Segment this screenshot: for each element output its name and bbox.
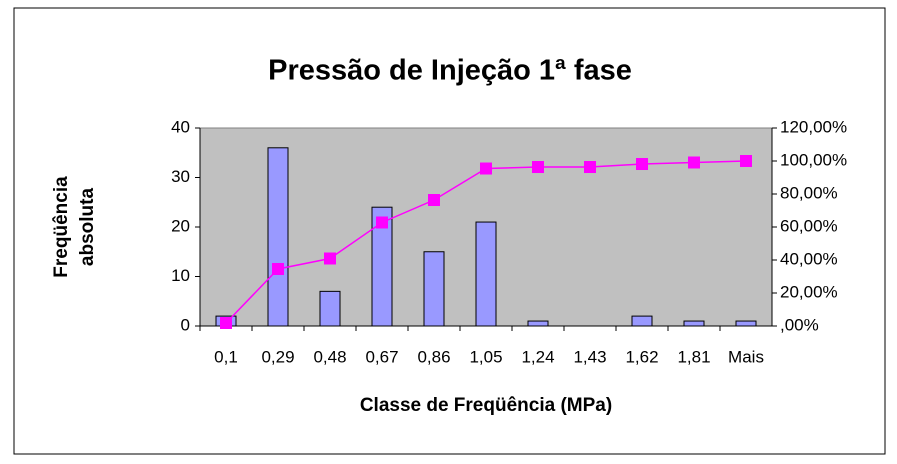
- bar: [631, 315, 653, 327]
- bar: [527, 320, 549, 327]
- marker: [740, 155, 752, 167]
- y-tick-label: 10: [171, 266, 190, 285]
- x-tick-label: 0,48: [313, 347, 346, 366]
- y-axis-title-line: absoluta: [77, 188, 98, 267]
- bar: [475, 221, 497, 327]
- x-tick-label: 0,67: [365, 347, 398, 366]
- x-tick-label: Mais: [728, 347, 764, 366]
- x-tick-label: 1,62: [625, 347, 658, 366]
- marker: [532, 161, 544, 174]
- marker: [220, 316, 232, 329]
- x-tick-label: 0,1: [214, 347, 238, 366]
- y-tick-label: 30: [171, 167, 190, 186]
- y-tick-label: 20: [171, 216, 190, 235]
- bar: [319, 290, 341, 327]
- y2-tick-label: 100,00%: [780, 150, 847, 169]
- bar: [683, 320, 705, 327]
- marker: [584, 161, 596, 174]
- y-tick-label: 40: [171, 117, 190, 136]
- y2-tick-label: 120,00%: [780, 117, 847, 136]
- x-tick-label: 0,29: [261, 347, 294, 366]
- marker: [636, 158, 648, 171]
- y2-tick-label: ,00%: [780, 315, 819, 334]
- y2-tick-label: 80,00%: [780, 183, 838, 202]
- bar: [735, 320, 757, 327]
- bar: [423, 251, 445, 327]
- x-tick-label: 1,81: [677, 347, 710, 366]
- x-tick-label: 1,05: [469, 347, 502, 366]
- y2-tick-label: 20,00%: [780, 282, 838, 301]
- y-tick-label: 0: [181, 315, 190, 334]
- y2-tick-label: 40,00%: [780, 249, 838, 268]
- bar: [371, 206, 393, 327]
- y-axis-title-line: Freqüência: [51, 176, 72, 278]
- marker: [480, 162, 492, 175]
- x-axis-title: Classe de Freqüência (MPa): [360, 395, 612, 416]
- bar: [267, 147, 289, 327]
- marker: [272, 262, 284, 275]
- y-axis-title: Freqüência absoluta: [51, 176, 98, 278]
- y2-tick-label: 60,00%: [780, 216, 838, 235]
- x-tick-label: 0,86: [417, 347, 450, 366]
- marker: [688, 156, 700, 169]
- x-tick-label: 1,43: [573, 347, 606, 366]
- marker: [428, 194, 440, 207]
- marker: [324, 252, 336, 265]
- x-tick-label: 1,24: [521, 347, 554, 366]
- marker: [376, 216, 388, 229]
- chart-title: Pressão de Injeção 1ª fase: [268, 55, 632, 87]
